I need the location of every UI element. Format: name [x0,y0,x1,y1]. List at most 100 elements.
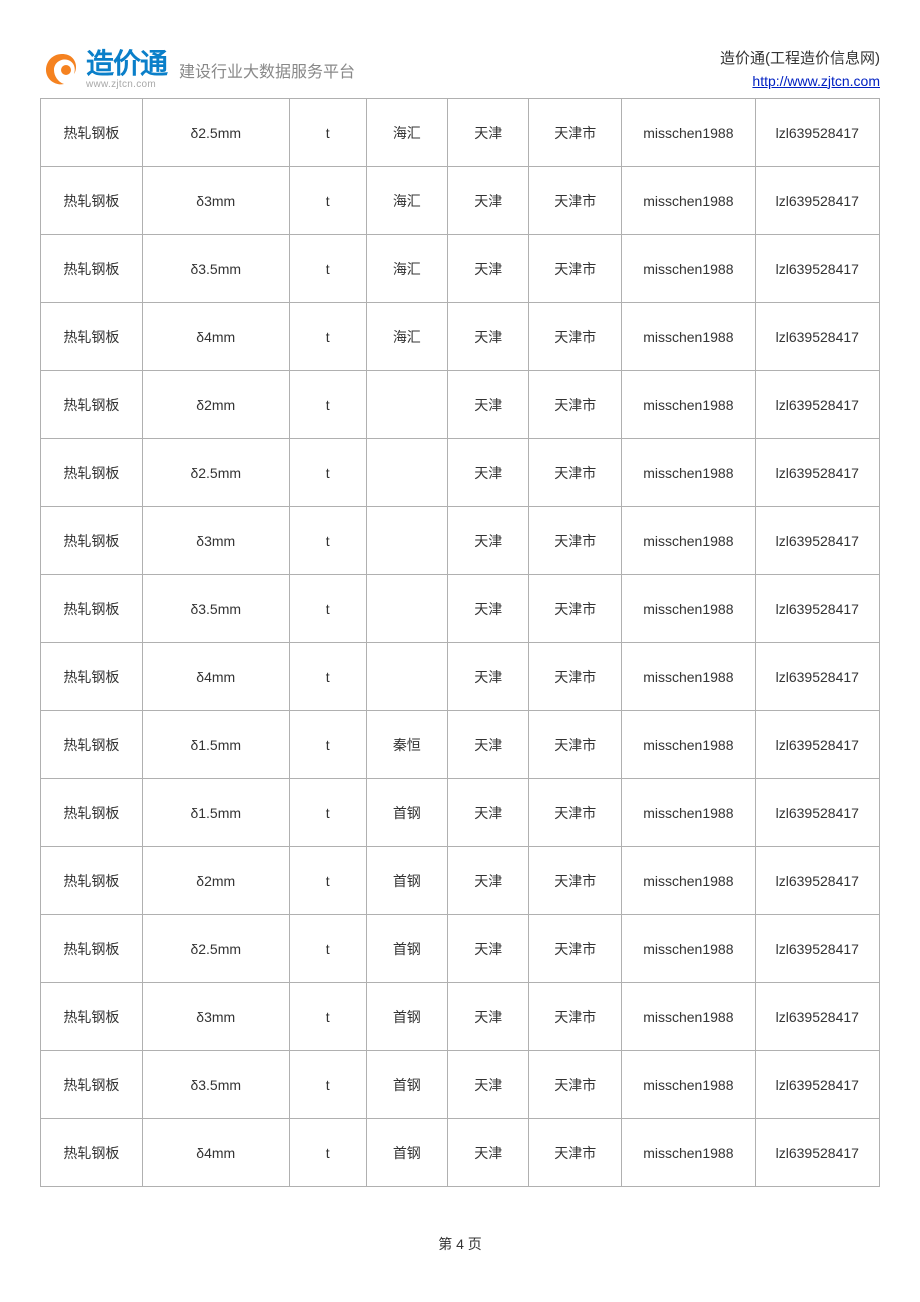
cell-brand: 首钢 [366,779,447,847]
cell-user2: lzl639528417 [755,167,879,235]
cell-unit: t [289,915,366,983]
cell-city: 天津市 [529,575,622,643]
cell-user1: misschen1988 [622,99,755,167]
cell-brand [366,575,447,643]
cell-region: 天津 [448,371,529,439]
table-row: 热轧钢板δ4mmt天津天津市misschen1988lzl639528417 [41,643,880,711]
table-row: 热轧钢板δ2.5mmt天津天津市misschen1988lzl639528417 [41,439,880,507]
site-url-link[interactable]: http://www.zjtcn.com [752,73,880,89]
cell-city: 天津市 [529,847,622,915]
cell-user2: lzl639528417 [755,1119,879,1187]
cell-brand [366,439,447,507]
cell-spec: δ2mm [142,847,289,915]
header-left: 造价通 www.zjtcn.com 建设行业大数据服务平台 [40,48,355,92]
table-row: 热轧钢板δ2.5mmt首钢天津天津市misschen1988lzl6395284… [41,915,880,983]
cell-city: 天津市 [529,983,622,1051]
cell-city: 天津市 [529,99,622,167]
cell-name: 热轧钢板 [41,303,143,371]
cell-spec: δ4mm [142,643,289,711]
cell-region: 天津 [448,167,529,235]
cell-brand: 首钢 [366,1119,447,1187]
table-row: 热轧钢板δ3mmt首钢天津天津市misschen1988lzl639528417 [41,983,880,1051]
logo: 造价通 www.zjtcn.com [40,48,167,92]
table-row: 热轧钢板δ3mmt海汇天津天津市misschen1988lzl639528417 [41,167,880,235]
table-row: 热轧钢板δ3.5mmt海汇天津天津市misschen1988lzl6395284… [41,235,880,303]
cell-spec: δ2.5mm [142,99,289,167]
cell-unit: t [289,303,366,371]
cell-region: 天津 [448,779,529,847]
cell-user1: misschen1988 [622,1119,755,1187]
cell-region: 天津 [448,1051,529,1119]
cell-spec: δ2.5mm [142,439,289,507]
cell-name: 热轧钢板 [41,643,143,711]
cell-user1: misschen1988 [622,303,755,371]
cell-user2: lzl639528417 [755,507,879,575]
site-label: 造价通(工程造价信息网) [720,48,880,71]
cell-name: 热轧钢板 [41,507,143,575]
cell-user1: misschen1988 [622,167,755,235]
cell-region: 天津 [448,303,529,371]
cell-spec: δ3mm [142,507,289,575]
cell-brand: 首钢 [366,1051,447,1119]
cell-city: 天津市 [529,643,622,711]
cell-spec: δ4mm [142,303,289,371]
cell-region: 天津 [448,643,529,711]
cell-unit: t [289,99,366,167]
cell-name: 热轧钢板 [41,983,143,1051]
cell-user2: lzl639528417 [755,915,879,983]
table-row: 热轧钢板δ1.5mmt首钢天津天津市misschen1988lzl6395284… [41,779,880,847]
cell-user2: lzl639528417 [755,99,879,167]
cell-spec: δ1.5mm [142,711,289,779]
cell-city: 天津市 [529,167,622,235]
cell-brand: 海汇 [366,167,447,235]
page-header: 造价通 www.zjtcn.com 建设行业大数据服务平台 造价通(工程造价信息… [40,48,880,92]
cell-brand: 海汇 [366,303,447,371]
table-row: 热轧钢板δ3.5mmt天津天津市misschen1988lzl639528417 [41,575,880,643]
cell-name: 热轧钢板 [41,915,143,983]
cell-unit: t [289,439,366,507]
cell-name: 热轧钢板 [41,1051,143,1119]
cell-brand: 海汇 [366,235,447,303]
cell-region: 天津 [448,983,529,1051]
cell-brand: 首钢 [366,915,447,983]
cell-brand: 首钢 [366,847,447,915]
cell-unit: t [289,1051,366,1119]
cell-user2: lzl639528417 [755,847,879,915]
cell-user1: misschen1988 [622,507,755,575]
cell-user2: lzl639528417 [755,235,879,303]
cell-region: 天津 [448,847,529,915]
cell-city: 天津市 [529,439,622,507]
cell-unit: t [289,507,366,575]
cell-brand: 海汇 [366,99,447,167]
cell-name: 热轧钢板 [41,779,143,847]
cell-name: 热轧钢板 [41,167,143,235]
cell-city: 天津市 [529,303,622,371]
cell-unit: t [289,711,366,779]
cell-city: 天津市 [529,1119,622,1187]
cell-user1: misschen1988 [622,643,755,711]
cell-user2: lzl639528417 [755,303,879,371]
cell-user2: lzl639528417 [755,711,879,779]
cell-brand: 秦恒 [366,711,447,779]
cell-user1: misschen1988 [622,779,755,847]
cell-name: 热轧钢板 [41,711,143,779]
cell-spec: δ3mm [142,167,289,235]
cell-region: 天津 [448,439,529,507]
cell-unit: t [289,779,366,847]
cell-name: 热轧钢板 [41,99,143,167]
cell-user1: misschen1988 [622,915,755,983]
cell-unit: t [289,643,366,711]
cell-brand [366,507,447,575]
cell-user1: misschen1988 [622,847,755,915]
cell-name: 热轧钢板 [41,847,143,915]
cell-brand [366,371,447,439]
table-row: 热轧钢板δ1.5mmt秦恒天津天津市misschen1988lzl6395284… [41,711,880,779]
cell-user1: misschen1988 [622,711,755,779]
cell-spec: δ3.5mm [142,235,289,303]
cell-city: 天津市 [529,371,622,439]
cell-spec: δ3.5mm [142,575,289,643]
cell-name: 热轧钢板 [41,439,143,507]
cell-region: 天津 [448,1119,529,1187]
cell-city: 天津市 [529,507,622,575]
cell-name: 热轧钢板 [41,1119,143,1187]
